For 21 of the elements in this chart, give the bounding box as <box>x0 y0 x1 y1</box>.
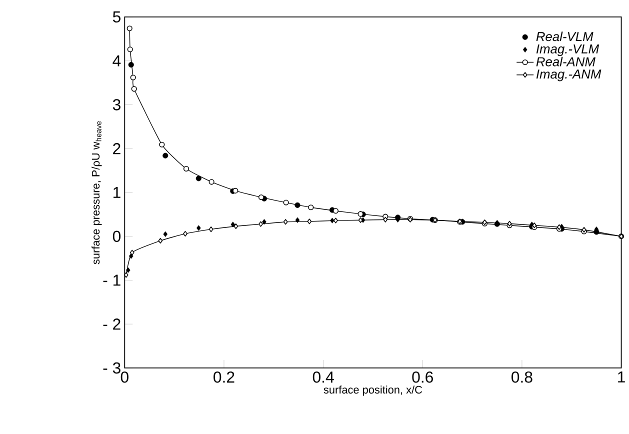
y-tick-label: 1 <box>114 187 120 198</box>
y-tick-label: - 2 <box>103 318 120 330</box>
y-tick-label: 2 <box>113 143 120 154</box>
x-tick-label: 0 <box>120 372 128 383</box>
y-tick-label: - 3 <box>103 362 120 374</box>
y-tick-label: 0 <box>112 230 121 242</box>
legend-label: Imag.-ANM <box>536 70 602 82</box>
y-tick-label: - 1 <box>103 274 120 286</box>
y-axis-title: surface pressure, P/ρU w$_{heave}$ <box>92 121 102 264</box>
x-axis-title: surface position, x/C <box>324 386 422 396</box>
x-tick-label: 1 <box>618 372 625 383</box>
legend-label: Real-ANM <box>536 56 596 66</box>
y-tick-label: 3 <box>112 99 120 110</box>
x-tick-label: 0.4 <box>312 372 334 383</box>
x-tick-label: 0.6 <box>412 372 433 383</box>
y-tick-label: 5 <box>112 12 120 23</box>
y-tick-label: 4 <box>112 55 121 66</box>
legend-label: Imag.-VLM <box>536 44 600 56</box>
x-tick-label: 0.2 <box>214 372 234 383</box>
legend-label: Real-VLM <box>536 32 594 42</box>
x-tick-label: 0.8 <box>512 372 532 383</box>
